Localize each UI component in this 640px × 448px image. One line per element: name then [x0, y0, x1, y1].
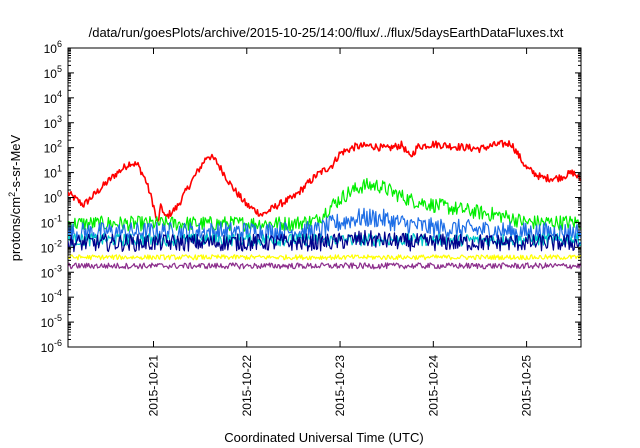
- y-tick-exp: 6: [57, 39, 62, 49]
- y-tick-exp: -4: [54, 288, 62, 298]
- x-tick-label: 2015-10-24: [426, 355, 440, 417]
- series-line-6: [68, 254, 581, 261]
- y-tick-base: 10: [44, 117, 58, 131]
- series-group: [68, 139, 581, 270]
- x-axis-label: Coordinated Universal Time (UTC): [224, 430, 423, 445]
- y-tick-base: 10: [41, 316, 55, 330]
- y-tick-exp: -6: [54, 338, 62, 348]
- series-line-5: [68, 229, 581, 253]
- plot-area: [67, 47, 582, 348]
- series-line-3: [68, 207, 581, 243]
- y-tick-exp: 2: [57, 139, 62, 149]
- y-axis-label-sup: 2: [7, 192, 17, 197]
- y-tick-base: 10: [41, 341, 55, 355]
- y-tick-base: 10: [44, 42, 58, 56]
- y-tick-base: 10: [44, 67, 58, 81]
- y-axis-label-main: protons/cm: [8, 197, 23, 261]
- x-tick-label: 2015-10-22: [240, 355, 254, 417]
- chart-title: /data/run/goesPlots/archive/2015-10-25/1…: [89, 25, 564, 40]
- y-tick-exp: -5: [54, 313, 62, 323]
- y-tick-label: 104: [44, 89, 62, 106]
- y-tick-label: 100: [44, 189, 62, 206]
- y-tick-label: 106: [44, 39, 62, 56]
- y-axis-label: protons/cm2-s-sr-MeV: [7, 134, 23, 261]
- y-tick-exp: -3: [54, 263, 62, 273]
- x-tick-label: 2015-10-21: [147, 355, 161, 417]
- y-tick-exp: -1: [54, 213, 62, 223]
- y-tick-label: 101: [44, 164, 62, 181]
- y-tick-base: 10: [41, 291, 55, 305]
- y-tick-base: 10: [44, 142, 58, 156]
- y-tick-exp: 3: [57, 114, 62, 124]
- y-tick-label: 102: [44, 139, 62, 156]
- y-tick-exp: 1: [57, 164, 62, 174]
- series-line-1: [68, 139, 581, 223]
- y-tick-label: 10-3: [41, 263, 62, 280]
- x-tick-label: 2015-10-23: [333, 355, 347, 417]
- y-tick-base: 10: [44, 167, 58, 181]
- y-tick-base: 10: [41, 266, 55, 280]
- plot-frame: [67, 47, 582, 348]
- y-tick-label: 10-6: [41, 338, 62, 355]
- y-tick-label: 10-2: [41, 238, 62, 255]
- x-tick-label: 2015-10-25: [520, 355, 534, 417]
- series-line-2: [68, 177, 581, 232]
- y-tick-base: 10: [41, 241, 55, 255]
- y-tick-label: 10-5: [41, 313, 62, 330]
- y-tick-base: 10: [44, 192, 58, 206]
- y-tick-label: 10-4: [41, 288, 62, 305]
- y-tick-exp: 0: [57, 189, 62, 199]
- y-axis-label-rest: -s-sr-MeV: [8, 134, 23, 191]
- y-tick-base: 10: [41, 216, 55, 230]
- y-tick-base: 10: [44, 92, 58, 106]
- y-tick-exp: -2: [54, 238, 62, 248]
- y-tick-exp: 5: [57, 64, 62, 74]
- x-axis: 2015-10-21 2015-10-22 2015-10-23 2015-10-24…: [147, 48, 534, 416]
- y-tick-label: 10-1: [41, 213, 62, 230]
- y-tick-label: 105: [44, 64, 62, 81]
- series-line-7: [68, 262, 581, 270]
- y-axis: 10610510410310210110010-110-210-310-410-…: [41, 39, 581, 355]
- y-tick-exp: 4: [57, 89, 62, 99]
- y-tick-label: 103: [44, 114, 62, 131]
